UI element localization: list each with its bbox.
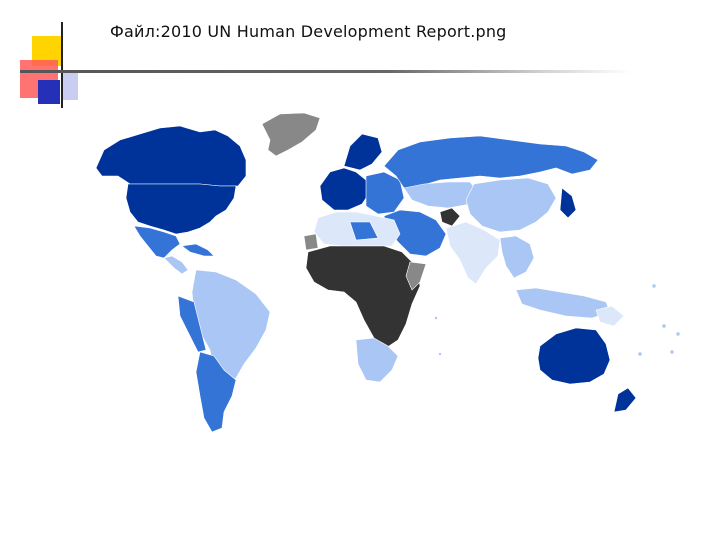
region-western-europe [319, 167, 371, 211]
region-russia [383, 135, 599, 189]
region-southern-cone [195, 351, 237, 433]
region-japan [559, 187, 577, 219]
region-island [438, 352, 442, 356]
region-mexico [133, 225, 181, 259]
region-southern-africa [355, 337, 399, 383]
region-libya [349, 221, 379, 241]
region-australia [537, 327, 611, 385]
region-western-sahara [303, 233, 319, 251]
region-usa [125, 183, 237, 235]
region-indonesia [515, 287, 611, 319]
region-afghanistan [439, 207, 461, 227]
region-central-america [163, 255, 189, 275]
region-southeast-asia [499, 235, 535, 279]
decor-pale-square [62, 70, 78, 100]
title-underline [20, 70, 632, 73]
region-china [465, 177, 557, 233]
region-canada-alaska [95, 125, 247, 187]
region-island [661, 323, 667, 329]
decor-blue-square [38, 80, 60, 104]
region-new-zealand [613, 387, 637, 413]
region-sub-saharan-africa [305, 245, 421, 349]
region-caribbean [181, 243, 215, 257]
region-scandinavia [343, 133, 383, 171]
region-island [651, 283, 657, 289]
region-island [669, 349, 675, 355]
region-island [637, 351, 643, 357]
region-island [675, 331, 681, 337]
region-eastern-europe [365, 171, 405, 215]
region-island [434, 316, 438, 320]
region-greenland [261, 112, 321, 157]
region-south-asia [445, 221, 501, 285]
region-andes [177, 295, 207, 353]
decor-vertical-line [61, 22, 63, 108]
region-somalia [405, 261, 427, 291]
region-png [595, 305, 625, 327]
slide-title: Файл:2010 UN Human Development Report.pn… [110, 22, 507, 41]
